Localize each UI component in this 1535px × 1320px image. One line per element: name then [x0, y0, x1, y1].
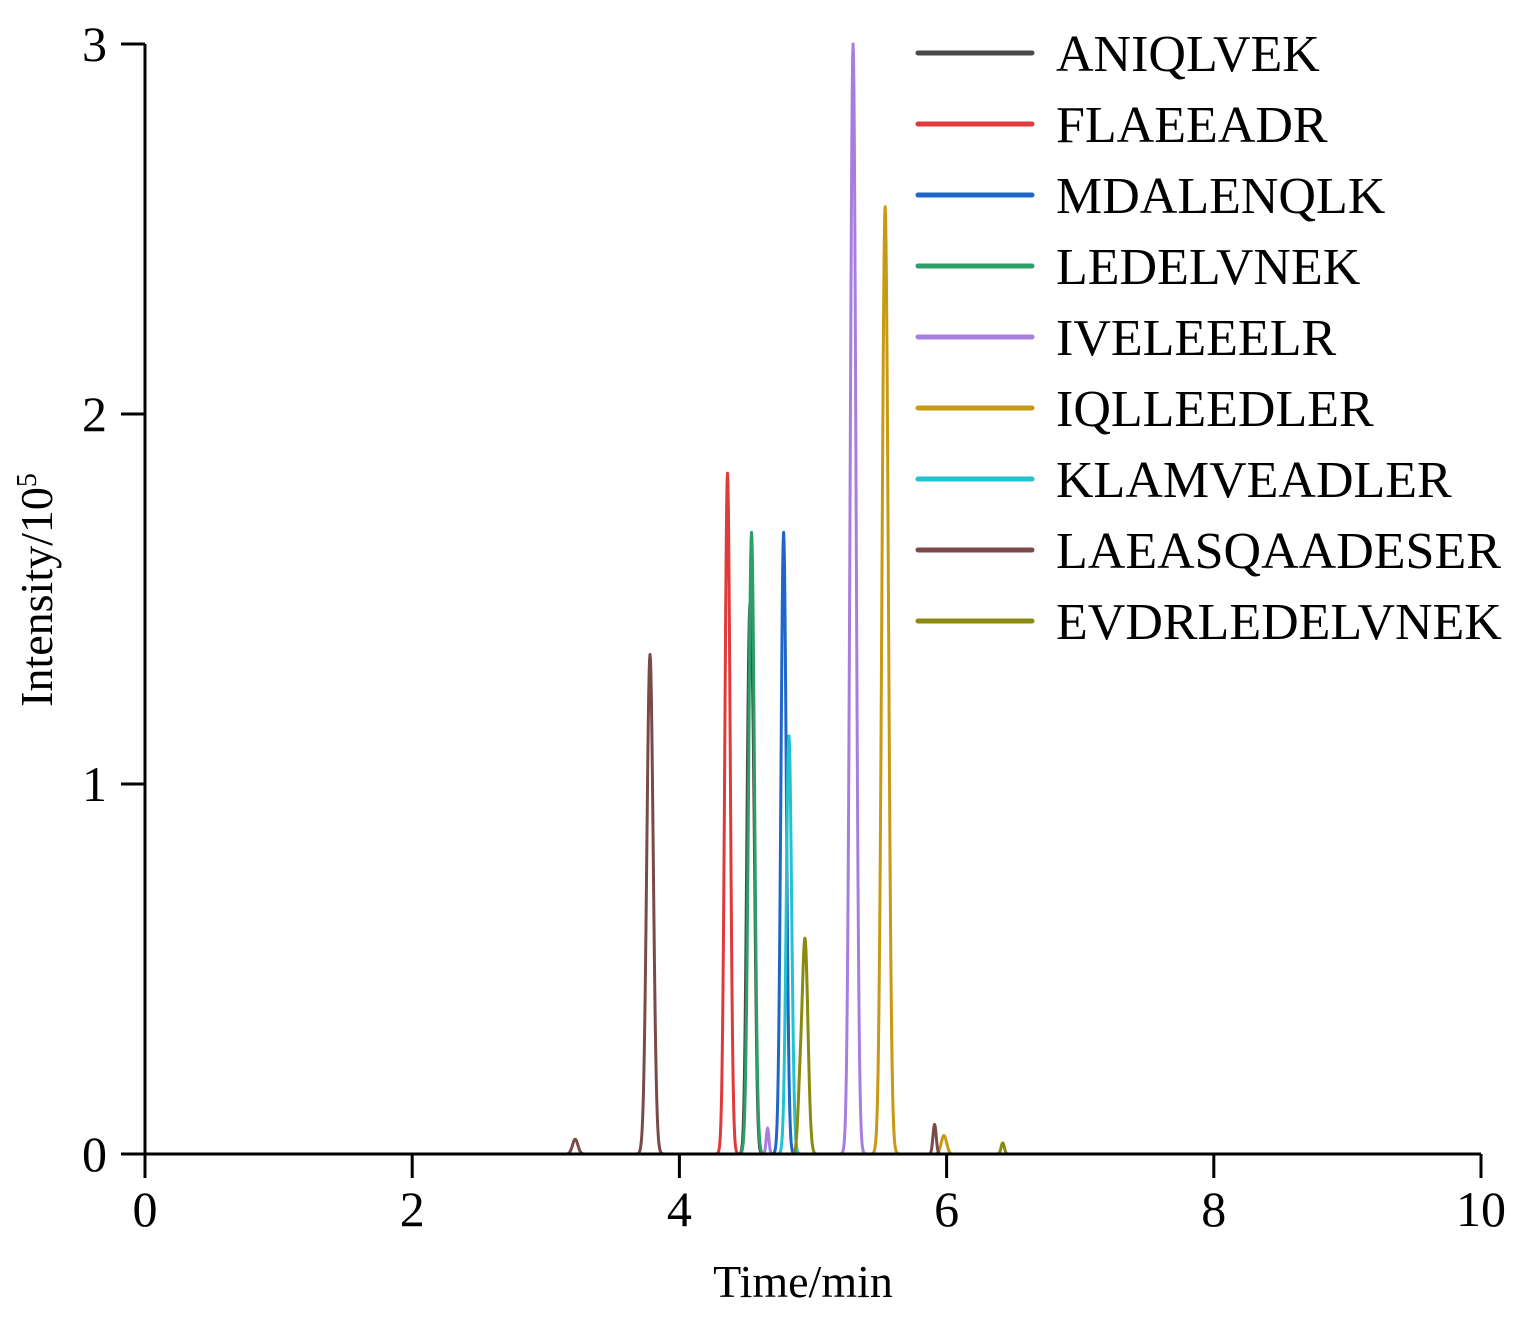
legend-label-ledelvnek: LEDELVNEK — [1056, 239, 1361, 296]
legend-label-aniqlvek: ANIQLVEK — [1056, 26, 1320, 83]
x-axis-title: Time/min — [713, 1256, 893, 1307]
y-tick-label-3: 3 — [82, 16, 107, 72]
y-axis-title: Intensity/105 — [11, 473, 62, 707]
legend: ANIQLVEK FLAEEADR MDALENQLK LEDELVNEK IVELEE… — [915, 26, 1502, 651]
x-tick-label-4: 4 — [667, 1181, 692, 1237]
x-tick-label-2: 2 — [400, 1181, 425, 1237]
legend-label-klamveadler: KLAMVEADLER — [1056, 452, 1452, 509]
y-ticks: 0 1 2 3 — [82, 16, 145, 1182]
series-line-aniqlvek — [143, 601, 1483, 1156]
legend-label-flaeeadr: FLAEEADR — [1056, 97, 1328, 154]
x-ticks: 0 2 4 6 8 10 — [133, 1154, 1506, 1237]
series-line-klamveadler — [143, 734, 1483, 1156]
legend-label-evdrledelvnek: EVDRLEDELVNEK — [1056, 594, 1502, 651]
series-line-laeasqaadeser — [143, 653, 1483, 1156]
x-tick-label-8: 8 — [1201, 1181, 1226, 1237]
legend-label-iveleeelr: IVELEEELR — [1056, 310, 1336, 367]
series-line-evdrledelvnek — [143, 936, 1483, 1156]
y-tick-label-0: 0 — [82, 1126, 107, 1182]
legend-label-iqlleedler: IQLLEEDLER — [1056, 381, 1374, 438]
y-tick-label-1: 1 — [82, 756, 107, 812]
x-tick-label-6: 6 — [934, 1181, 959, 1237]
legend-label-mdalenqlk: MDALENQLK — [1056, 168, 1386, 225]
y-axis-title-main: Intensity/10 — [11, 487, 62, 707]
y-axis-title-exponent: 5 — [12, 473, 43, 487]
legend-label-laeasqaadeser: LAEASQAADESER — [1056, 523, 1501, 580]
x-tick-label-0: 0 — [133, 1181, 158, 1237]
axes-layer — [143, 44, 1481, 1156]
y-tick-label-2: 2 — [82, 386, 107, 442]
x-tick-label-10: 10 — [1456, 1181, 1506, 1237]
